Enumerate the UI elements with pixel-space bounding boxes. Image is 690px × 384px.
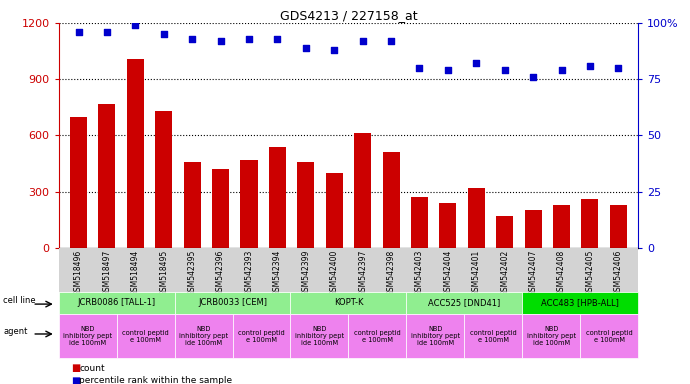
Point [584, 63, 595, 69]
Bar [326, 173, 343, 248]
Text: GSM518494: GSM518494 [131, 250, 140, 296]
Point [613, 65, 624, 71]
Title: GDS4213 / 227158_at: GDS4213 / 227158_at [279, 9, 417, 22]
Text: GSM518497: GSM518497 [102, 250, 112, 296]
Bar [212, 169, 229, 248]
Text: GSM542407: GSM542407 [529, 250, 538, 296]
Point [471, 60, 482, 66]
Text: ■: ■ [71, 363, 80, 373]
Text: GSM518496: GSM518496 [74, 250, 83, 296]
Text: GSM542404: GSM542404 [444, 250, 453, 296]
Text: GSM542401: GSM542401 [472, 250, 481, 296]
Text: NBD
inhibitory pept
ide 100mM: NBD inhibitory pept ide 100mM [179, 326, 228, 346]
Text: GSM518495: GSM518495 [159, 250, 168, 296]
Point [101, 29, 112, 35]
Text: GSM542398: GSM542398 [386, 250, 395, 296]
Text: GSM542399: GSM542399 [302, 250, 310, 296]
Point [499, 67, 510, 73]
Text: GSM542396: GSM542396 [216, 250, 225, 296]
Text: JCRB0033 [CEM]: JCRB0033 [CEM] [198, 298, 267, 308]
Point [556, 67, 567, 73]
Text: control peptid
e 100mM: control peptid e 100mM [122, 330, 169, 343]
Point [158, 31, 169, 37]
Text: GSM542402: GSM542402 [500, 250, 509, 296]
Point [414, 65, 425, 71]
Bar [269, 147, 286, 248]
Bar [553, 205, 570, 248]
Text: count: count [79, 364, 105, 373]
Text: ACC525 [DND41]: ACC525 [DND41] [428, 298, 500, 308]
Text: NBD
inhibitory pept
ide 100mM: NBD inhibitory pept ide 100mM [411, 326, 460, 346]
Point [357, 38, 368, 44]
Text: JCRB0086 [TALL-1]: JCRB0086 [TALL-1] [77, 298, 156, 308]
Point [442, 67, 453, 73]
Point [187, 36, 198, 42]
Text: NBD
inhibitory pept
ide 100mM: NBD inhibitory pept ide 100mM [526, 326, 576, 346]
Point [528, 74, 539, 80]
Text: GSM542397: GSM542397 [358, 250, 367, 296]
Point [73, 29, 84, 35]
Bar [354, 134, 371, 248]
Bar [524, 210, 542, 248]
Text: NBD
inhibitory pept
ide 100mM: NBD inhibitory pept ide 100mM [63, 326, 112, 346]
Bar [582, 199, 598, 248]
Text: control peptid
e 100mM: control peptid e 100mM [238, 330, 285, 343]
Bar [411, 197, 428, 248]
Bar [127, 59, 144, 248]
Point [130, 22, 141, 28]
Text: ■: ■ [71, 376, 80, 384]
Bar [241, 160, 257, 248]
Text: percentile rank within the sample: percentile rank within the sample [79, 376, 233, 384]
Point [215, 38, 226, 44]
Bar [440, 203, 456, 248]
Text: GSM542406: GSM542406 [614, 250, 623, 296]
Text: NBD
inhibitory pept
ide 100mM: NBD inhibitory pept ide 100mM [295, 326, 344, 346]
Text: GSM542405: GSM542405 [585, 250, 595, 296]
Text: GSM542395: GSM542395 [188, 250, 197, 296]
Bar [297, 162, 315, 248]
Point [386, 38, 397, 44]
Text: ACC483 [HPB-ALL]: ACC483 [HPB-ALL] [542, 298, 619, 308]
Bar [155, 111, 172, 248]
Bar [610, 205, 627, 248]
Text: GSM542394: GSM542394 [273, 250, 282, 296]
Text: cell line: cell line [3, 296, 36, 305]
Bar [184, 162, 201, 248]
Text: GSM542393: GSM542393 [244, 250, 253, 296]
Text: control peptid
e 100mM: control peptid e 100mM [470, 330, 517, 343]
Text: GSM542403: GSM542403 [415, 250, 424, 296]
Text: GSM542400: GSM542400 [330, 250, 339, 296]
Text: control peptid
e 100mM: control peptid e 100mM [354, 330, 401, 343]
Point [244, 36, 255, 42]
Text: KOPT-K: KOPT-K [334, 298, 363, 308]
Bar [99, 104, 115, 248]
Text: control peptid
e 100mM: control peptid e 100mM [586, 330, 633, 343]
Bar [496, 216, 513, 248]
Bar [70, 117, 87, 248]
Text: GSM542408: GSM542408 [557, 250, 566, 296]
Bar [468, 188, 485, 248]
Text: agent: agent [3, 327, 28, 336]
Point [300, 45, 311, 51]
Bar [382, 152, 400, 248]
Point [272, 36, 283, 42]
Point [328, 47, 339, 53]
